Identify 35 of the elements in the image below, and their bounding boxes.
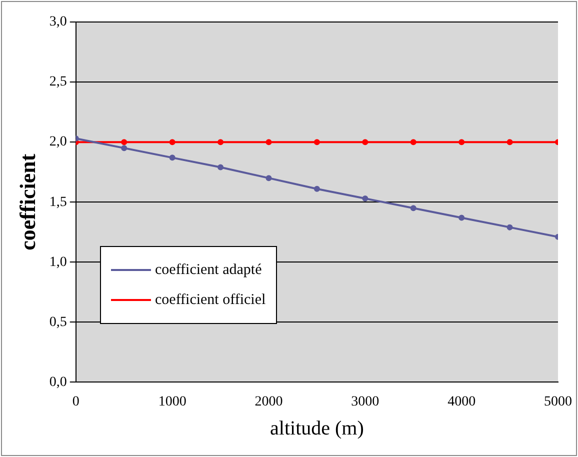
y-tick-label: 0,0 — [49, 374, 67, 390]
point — [314, 139, 320, 146]
x-axis-title: altitude (m) — [270, 417, 364, 440]
point — [266, 175, 272, 182]
y-tick-label: 1,0 — [49, 254, 67, 270]
x-tick-label: 3000 — [351, 394, 380, 410]
point — [121, 145, 128, 152]
point — [169, 154, 176, 161]
point — [362, 139, 368, 146]
y-tick-label: 3,0 — [49, 14, 67, 30]
x-tick-label: 4000 — [448, 394, 476, 410]
x-tick-label: 0 — [72, 394, 80, 410]
x-tick-label: 2000 — [254, 394, 283, 410]
y-tick-label: 2,0 — [49, 134, 67, 150]
point — [362, 196, 368, 202]
point — [506, 139, 513, 146]
y-tick-label: 0,5 — [49, 314, 67, 330]
y-tick-label: 1,5 — [49, 194, 67, 210]
legend-label: coefficient adapté — [155, 262, 262, 278]
point — [121, 139, 128, 146]
point — [410, 205, 416, 212]
x-tick-label: 1000 — [158, 394, 186, 410]
y-axis-title: coefficient — [14, 153, 40, 250]
point — [266, 139, 272, 146]
point — [458, 139, 465, 146]
point — [410, 139, 416, 146]
point — [218, 164, 224, 170]
point — [218, 139, 224, 146]
point — [314, 186, 320, 192]
point — [506, 224, 513, 230]
y-tick-label: 2,5 — [49, 74, 67, 90]
legend-label: coefficient officiel — [155, 292, 266, 308]
x-tick-label: 5000 — [544, 394, 572, 410]
point — [458, 214, 465, 221]
point — [169, 139, 176, 146]
